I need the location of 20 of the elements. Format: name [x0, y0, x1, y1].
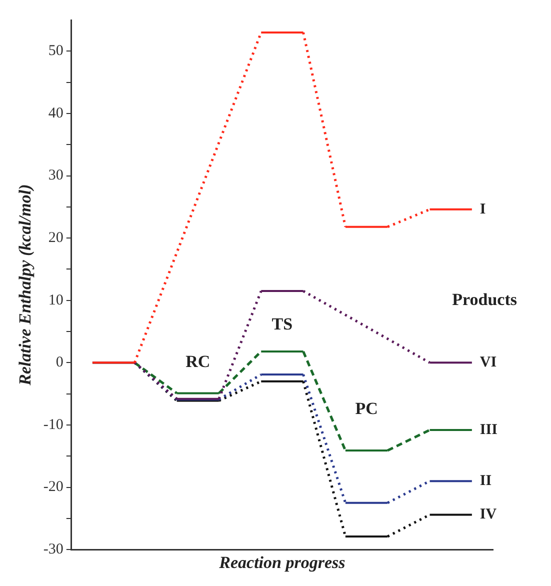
y-tick-label: -20: [43, 479, 64, 496]
y-tick-label: -10: [43, 416, 64, 433]
annotation: RC: [186, 352, 210, 372]
y-tick-label: 20: [48, 230, 64, 246]
y-tick-label: 0: [56, 354, 64, 371]
annotation: PC: [355, 398, 378, 418]
y-tick-label: 40: [48, 105, 64, 122]
annotation: TS: [272, 314, 293, 334]
series-label: VI: [480, 354, 497, 371]
annotation: Products: [452, 290, 518, 309]
y-tick-label: 10: [48, 292, 64, 308]
x-axis-title: Reaction progress: [218, 553, 346, 572]
series-label: III: [480, 422, 498, 438]
y-tick-label: 30: [48, 168, 64, 184]
series-label: I: [480, 201, 486, 218]
y-axis-title: Relative Enthalpy (kcal/mol): [16, 184, 35, 386]
y-tick-label: 50: [48, 43, 64, 60]
series-label: II: [480, 472, 492, 489]
y-tick-label: -30: [43, 542, 64, 558]
series-label: IV: [480, 506, 497, 523]
